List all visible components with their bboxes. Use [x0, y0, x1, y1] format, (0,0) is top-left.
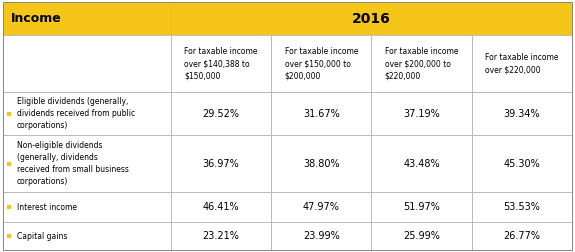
Text: 38.80%: 38.80%	[303, 159, 340, 169]
Bar	[3, 222, 171, 250]
Bar	[472, 135, 572, 192]
Text: For taxable income
over $220,000: For taxable income over $220,000	[485, 53, 558, 75]
Bar	[171, 222, 271, 250]
Bar	[171, 2, 572, 36]
Text: 47.97%: 47.97%	[303, 202, 340, 212]
Bar	[3, 135, 171, 192]
Text: Non-eligible dividends
(generally, dividends
received from small business
corpor: Non-eligible dividends (generally, divid…	[17, 141, 129, 186]
Text: For taxable income
over $200,000 to
$220,000: For taxable income over $200,000 to $220…	[385, 47, 458, 81]
Bar	[3, 92, 171, 135]
Text: 45.30%: 45.30%	[504, 159, 540, 169]
Text: 43.48%: 43.48%	[403, 159, 440, 169]
Bar	[3, 2, 171, 36]
Bar	[472, 222, 572, 250]
Bar	[171, 135, 271, 192]
Text: Capital gains: Capital gains	[17, 232, 67, 241]
Bar	[171, 36, 271, 92]
Bar	[271, 36, 371, 92]
Bar	[3, 36, 171, 92]
Text: 2016: 2016	[352, 12, 391, 26]
Bar	[271, 192, 371, 222]
Text: 23.21%: 23.21%	[202, 231, 239, 241]
Text: For taxable income
over $140,388 to
$150,000: For taxable income over $140,388 to $150…	[184, 47, 258, 81]
Bar	[472, 36, 572, 92]
Text: 36.97%: 36.97%	[202, 159, 239, 169]
Text: 39.34%: 39.34%	[504, 109, 540, 119]
Bar	[472, 92, 572, 135]
Text: 25.99%: 25.99%	[403, 231, 440, 241]
Text: Eligible dividends (generally,
dividends received from public
corporations): Eligible dividends (generally, dividends…	[17, 98, 135, 130]
Bar	[271, 135, 371, 192]
Text: 51.97%: 51.97%	[403, 202, 440, 212]
Text: 31.67%: 31.67%	[303, 109, 340, 119]
Bar	[371, 192, 471, 222]
Text: 37.19%: 37.19%	[403, 109, 440, 119]
Bar	[271, 222, 371, 250]
Bar	[371, 92, 471, 135]
Bar	[171, 92, 271, 135]
Bar	[3, 192, 171, 222]
Bar	[271, 92, 371, 135]
Bar	[171, 192, 271, 222]
Text: For taxable income
over $150,000 to
$200,000: For taxable income over $150,000 to $200…	[285, 47, 358, 81]
Text: 46.41%: 46.41%	[202, 202, 239, 212]
Text: 29.52%: 29.52%	[202, 109, 240, 119]
Text: 23.99%: 23.99%	[303, 231, 340, 241]
Bar	[371, 222, 471, 250]
Bar	[472, 192, 572, 222]
Bar	[371, 135, 471, 192]
Bar	[371, 36, 471, 92]
Text: 26.77%: 26.77%	[503, 231, 540, 241]
Text: Interest income: Interest income	[17, 203, 77, 212]
Text: 53.53%: 53.53%	[504, 202, 540, 212]
Text: Income: Income	[11, 12, 62, 25]
